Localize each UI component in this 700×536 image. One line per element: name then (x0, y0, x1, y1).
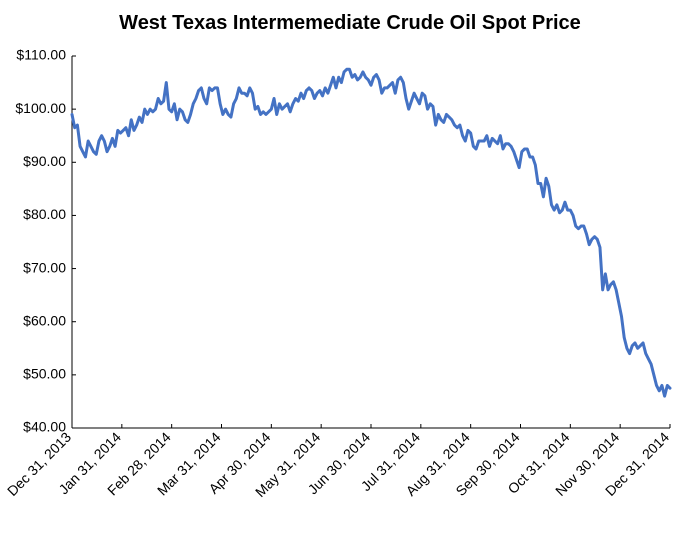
price-line (72, 69, 670, 396)
y-tick-label: $80.00 (23, 206, 66, 222)
chart-container: West Texas Intermemediate Crude Oil Spot… (0, 0, 700, 536)
y-tick-label: $100.00 (15, 100, 66, 116)
y-tick-label: $70.00 (23, 259, 66, 275)
y-tick-label: $110.00 (16, 47, 66, 63)
y-tick-label: $60.00 (23, 312, 66, 328)
y-tick-label: $50.00 (23, 366, 66, 382)
y-tick-label: $90.00 (23, 153, 66, 169)
line-chart: $40.00$50.00$60.00$70.00$80.00$90.00$100… (0, 0, 700, 536)
